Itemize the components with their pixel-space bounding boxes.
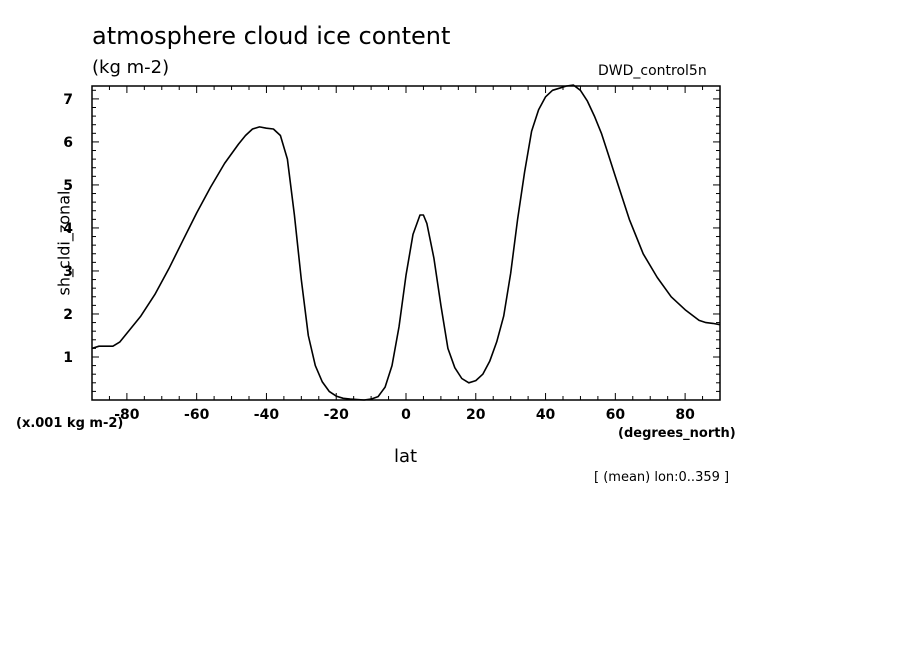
- dataset-label: DWD_control5n: [598, 63, 707, 79]
- y-tick-label: 4: [63, 221, 73, 237]
- x-axis-label: lat: [394, 446, 418, 467]
- plot-frame: [91, 85, 721, 401]
- units-label: (kg m-2): [92, 57, 170, 78]
- x-tick-label: -40: [254, 407, 280, 423]
- footnote: [ (mean) lon:0..359 ]: [594, 470, 730, 485]
- y-tick-label: 1: [63, 350, 73, 366]
- y-tick-label: 3: [63, 264, 73, 280]
- series-line-0: [91, 84, 721, 401]
- x-tick-label: -60: [184, 407, 210, 423]
- scale-note: (x.001 kg m-2): [16, 416, 124, 431]
- y-tick-label: 5: [63, 178, 73, 194]
- x-tick-label: 40: [536, 407, 556, 423]
- x-axis-units: (degrees_north): [618, 426, 736, 441]
- x-tick-label: -20: [324, 407, 350, 423]
- y-tick-label: 7: [63, 92, 73, 108]
- x-tick-label: 80: [675, 407, 695, 423]
- x-tick-label: 0: [401, 407, 411, 423]
- y-tick-label: 6: [63, 135, 73, 151]
- x-tick-label: -80: [114, 407, 140, 423]
- chart-title: atmosphere cloud ice content: [92, 22, 451, 50]
- x-tick-label: 20: [466, 407, 486, 423]
- x-tick-label: 60: [606, 407, 626, 423]
- y-tick-label: 2: [63, 307, 73, 323]
